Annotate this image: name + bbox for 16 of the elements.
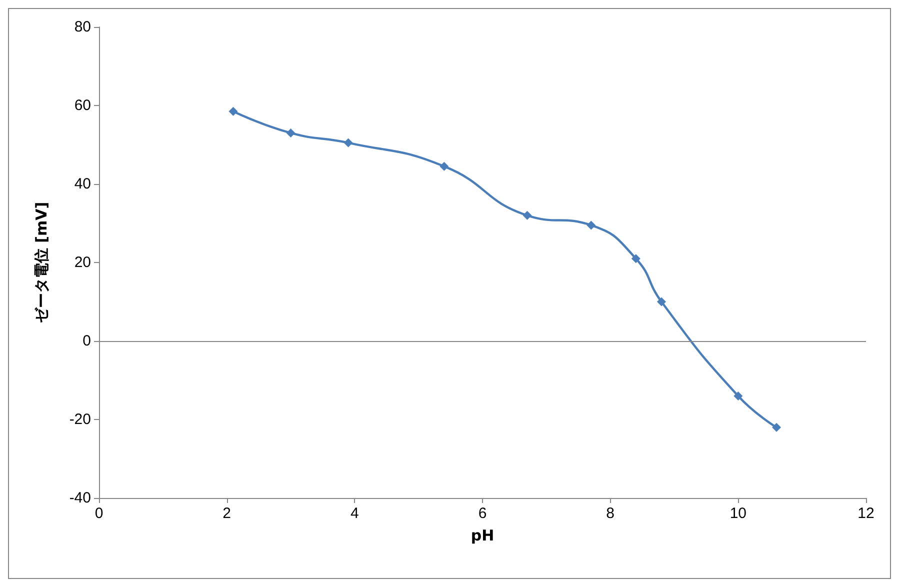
y-axis-title: ゼータ電位 [mV] bbox=[32, 202, 50, 324]
y-tick-label: -40 bbox=[69, 490, 91, 506]
y-tick-label: -20 bbox=[69, 411, 91, 428]
x-tick-label: 12 bbox=[858, 505, 874, 522]
y-tick-label: 80 bbox=[74, 18, 91, 36]
x-tick-label: 8 bbox=[606, 505, 615, 522]
y-tick-label: 20 bbox=[74, 254, 91, 271]
x-tick-label: 10 bbox=[730, 505, 747, 522]
x-axis-title: pH bbox=[470, 526, 494, 544]
y-tick-label: 60 bbox=[74, 97, 91, 114]
x-tick-label: 6 bbox=[478, 505, 487, 522]
x-tick-label: 0 bbox=[94, 505, 104, 522]
y-tick-label: 0 bbox=[82, 332, 91, 350]
x-tick-label: 2 bbox=[222, 505, 232, 522]
y-tick-label: 40 bbox=[74, 176, 91, 192]
x-tick-label: 4 bbox=[350, 505, 359, 522]
